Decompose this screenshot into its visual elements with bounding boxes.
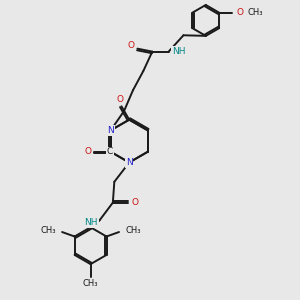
Text: O: O [237,8,244,17]
Text: N: N [107,126,114,135]
Text: N: N [126,158,133,167]
Text: CH₃: CH₃ [83,279,98,288]
Text: CH₃: CH₃ [40,226,56,235]
Text: O: O [128,41,134,50]
Text: CH₃: CH₃ [125,226,141,235]
Text: O: O [131,198,138,207]
Text: O: O [116,95,124,104]
Text: CH₃: CH₃ [248,8,263,16]
Text: C: C [107,147,113,156]
Text: NH: NH [172,47,186,56]
Text: O: O [84,147,91,156]
Text: NH: NH [85,218,98,227]
